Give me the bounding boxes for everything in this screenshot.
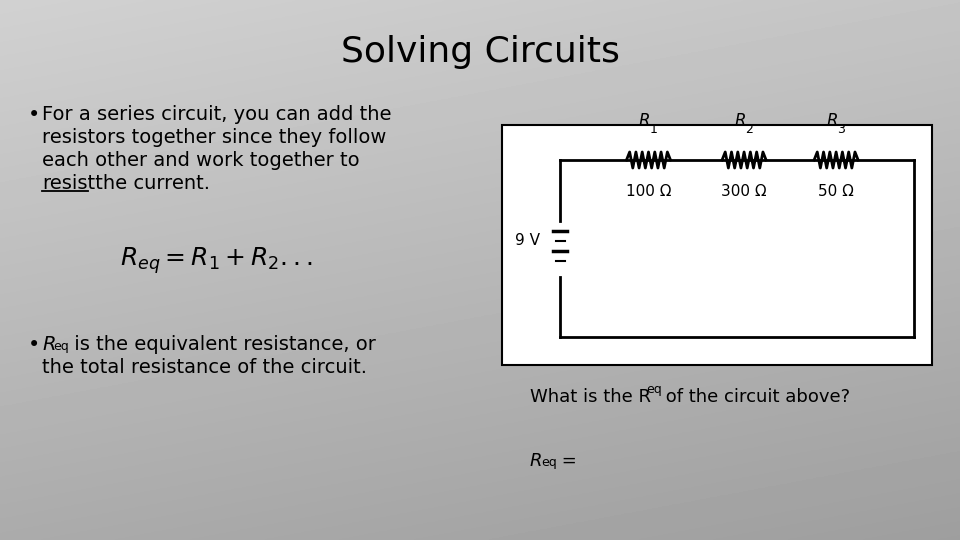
Text: eq: eq xyxy=(541,456,557,469)
Text: eq: eq xyxy=(646,383,661,396)
Text: the current.: the current. xyxy=(89,174,210,193)
Text: of the circuit above?: of the circuit above? xyxy=(660,388,851,406)
Text: R: R xyxy=(530,452,542,470)
Text: 2: 2 xyxy=(745,123,753,136)
Text: $R_{eq} = R_1 + R_2 ...$: $R_{eq} = R_1 + R_2 ...$ xyxy=(120,245,313,276)
Text: eq: eq xyxy=(53,340,69,353)
Text: is the equivalent resistance, or: is the equivalent resistance, or xyxy=(68,335,376,354)
Text: R: R xyxy=(734,112,746,130)
Text: resist: resist xyxy=(42,174,95,193)
Text: What is the R: What is the R xyxy=(530,388,651,406)
Text: 1: 1 xyxy=(650,123,658,136)
Text: Solving Circuits: Solving Circuits xyxy=(341,35,619,69)
Text: resistors together since they follow: resistors together since they follow xyxy=(42,128,386,147)
Text: 9 V: 9 V xyxy=(515,233,540,248)
Text: the total resistance of the circuit.: the total resistance of the circuit. xyxy=(42,358,367,377)
Text: R: R xyxy=(638,112,650,130)
Text: 100 Ω: 100 Ω xyxy=(626,184,671,199)
Text: 50 Ω: 50 Ω xyxy=(818,184,854,199)
Bar xyxy=(502,125,932,365)
Text: •: • xyxy=(28,335,40,355)
Text: R: R xyxy=(827,112,838,130)
Text: 3: 3 xyxy=(837,123,845,136)
Text: •: • xyxy=(28,105,40,125)
Text: R: R xyxy=(42,335,56,354)
Text: each other and work together to: each other and work together to xyxy=(42,151,360,170)
Text: For a series circuit, you can add the: For a series circuit, you can add the xyxy=(42,105,392,124)
Text: 300 Ω: 300 Ω xyxy=(721,184,767,199)
Text: =: = xyxy=(556,452,577,470)
